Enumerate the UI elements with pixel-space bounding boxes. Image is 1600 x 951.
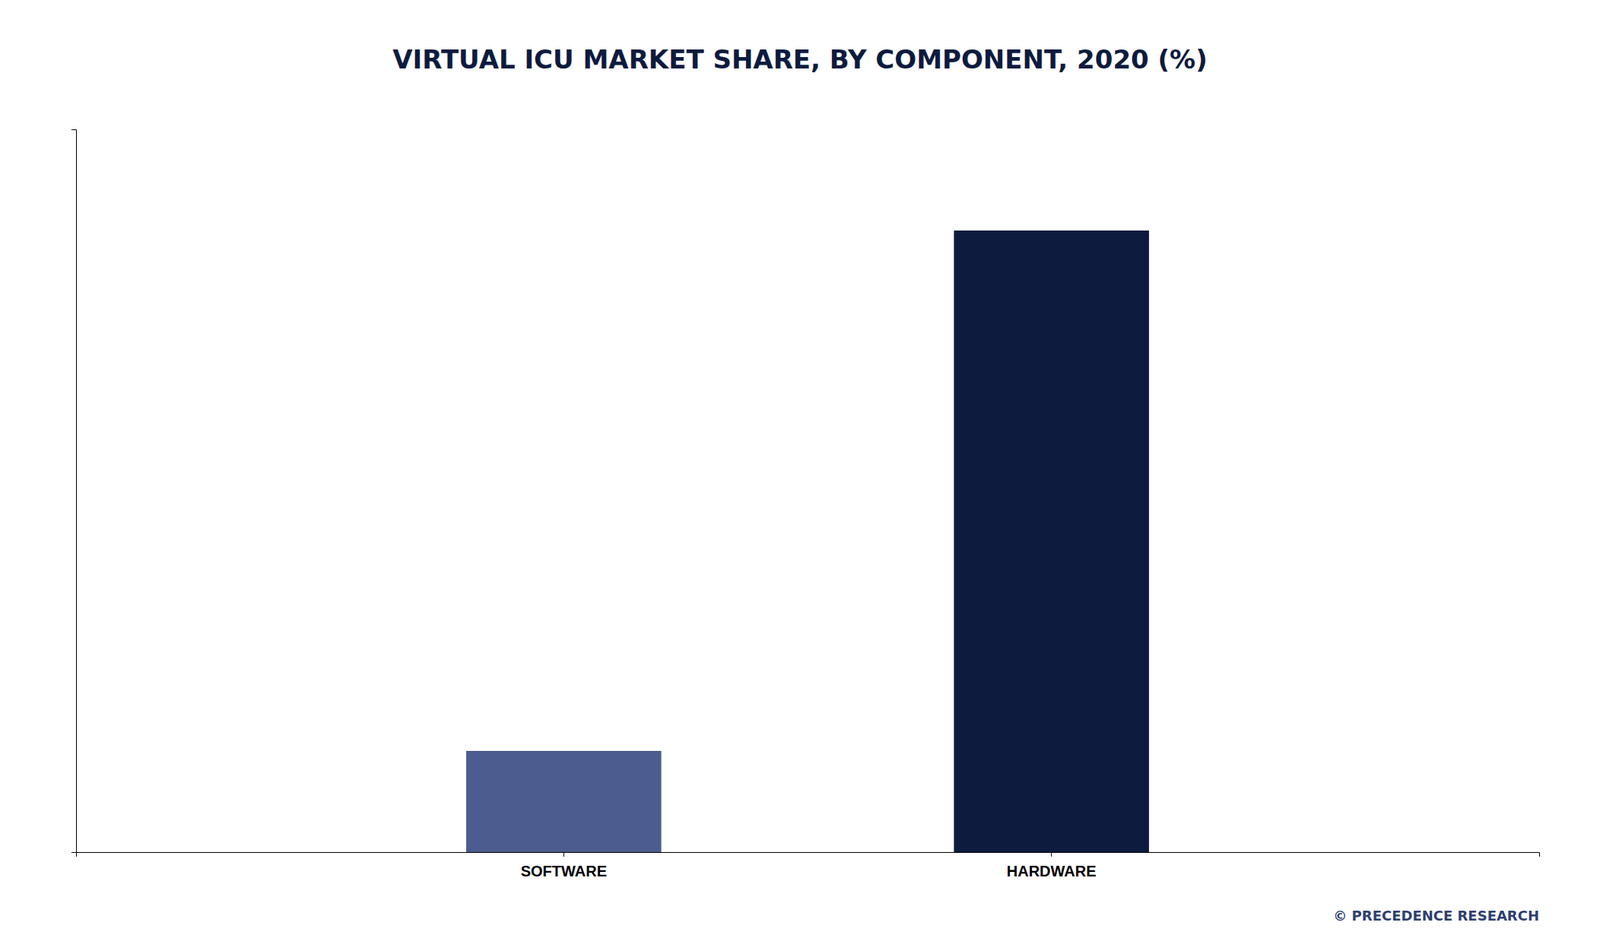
- x-tick: SOFTWARE: [520, 851, 607, 880]
- annotation: © PRECEDENCE RESEARCH: [1333, 907, 1540, 924]
- title: VIRTUAL ICU MARKET SHARE, BY COMPONENT, …: [392, 44, 1207, 75]
- bar: [466, 750, 662, 852]
- x-tick-mark: [1050, 851, 1052, 857]
- x-tick: HARDWARE: [1006, 851, 1097, 880]
- y-axis-line: [71, 130, 77, 853]
- x-tick-label: SOFTWARE: [520, 862, 607, 880]
- x-axis-line: [76, 852, 1540, 858]
- bar: [953, 230, 1150, 852]
- x-tick-label: HARDWARE: [1006, 862, 1097, 880]
- bars: [466, 230, 1150, 852]
- plot: SOFTWARE HARDWARE: [71, 130, 1540, 880]
- chart: VIRTUAL ICU MARKET SHARE, BY COMPONENT, …: [0, 0, 1600, 951]
- y-axis: [71, 130, 77, 853]
- x-tick-mark: [563, 851, 565, 857]
- x-axis: SOFTWARE HARDWARE: [76, 851, 1540, 880]
